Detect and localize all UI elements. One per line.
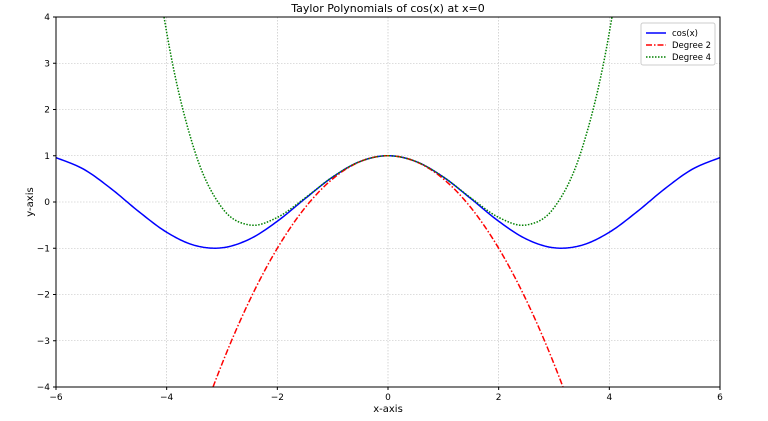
- legend: cos(x) Degree 2 Degree 4: [640, 22, 716, 66]
- series-degree-2-line: [212, 154, 564, 388]
- y-tick-label: −1: [37, 244, 50, 254]
- grid: [55, 16, 721, 388]
- x-tick-label: −4: [160, 393, 174, 403]
- x-tick-label: −6: [49, 393, 63, 403]
- series-lines: [55, 16, 721, 388]
- legend-label: cos(x): [672, 29, 698, 39]
- y-tick-label: 3: [44, 59, 50, 69]
- x-tick-label: 4: [606, 393, 612, 403]
- legend-label: Degree 2: [672, 41, 711, 51]
- x-tick-label: −2: [271, 393, 284, 403]
- y-tick-label: −2: [37, 291, 50, 301]
- y-tick-label: 4: [44, 13, 50, 23]
- x-tick-label: 6: [717, 393, 723, 403]
- y-axis-label: y-axis: [25, 187, 36, 216]
- chart-title: Taylor Polynomials of cos(x) at x=0: [290, 2, 484, 15]
- x-tick-label: 0: [385, 393, 391, 403]
- y-tick-label: 1: [44, 152, 50, 162]
- x-tick-label: 2: [496, 393, 502, 403]
- legend-label: Degree 4: [672, 53, 711, 63]
- y-tick-label: −3: [37, 337, 50, 347]
- x-axis-label: x-axis: [373, 404, 403, 415]
- y-tick-label: 2: [44, 106, 50, 116]
- y-tick-label: −4: [37, 383, 51, 393]
- y-tick-label: 0: [44, 198, 50, 208]
